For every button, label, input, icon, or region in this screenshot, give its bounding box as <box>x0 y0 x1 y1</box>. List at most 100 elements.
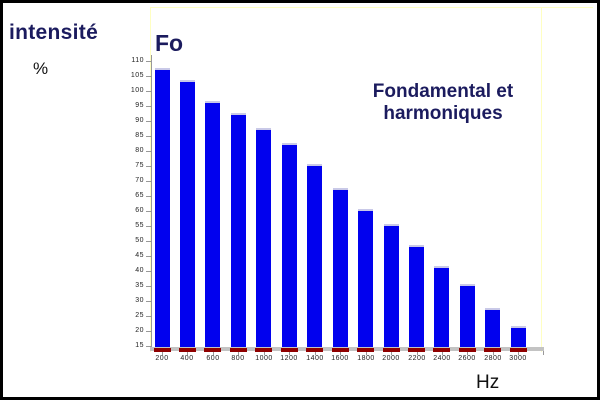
bar-base-mark <box>459 348 476 352</box>
y-axis-tick <box>146 226 152 227</box>
x-axis-end-tick <box>543 351 544 355</box>
bar-1800 <box>358 209 373 347</box>
bar-1000 <box>256 128 271 347</box>
bar-base-mark <box>433 348 450 352</box>
plot-frame-right <box>541 7 542 352</box>
y-tick-label: 40 <box>135 267 144 274</box>
plot-frame-left <box>150 7 151 352</box>
bar-base-mark <box>255 348 272 352</box>
x-axis-tick <box>162 351 163 355</box>
bar-2400 <box>434 266 449 347</box>
x-axis-tick <box>264 351 265 355</box>
x-tick-label: 1600 <box>331 355 349 362</box>
y-axis-tick <box>146 271 152 272</box>
y-tick-label: 65 <box>135 192 144 199</box>
y-tick-label: 90 <box>135 117 144 124</box>
x-axis-tick <box>366 351 367 355</box>
x-tick-label: 800 <box>231 355 245 362</box>
y-axis-tick <box>146 61 152 62</box>
y-tick-label: 25 <box>135 312 144 319</box>
x-tick-label: 2000 <box>382 355 400 362</box>
y-tick-label: 95 <box>135 102 144 109</box>
x-axis-tick <box>493 351 494 355</box>
y-tick-label: 75 <box>135 162 144 169</box>
x-tick-label: 2400 <box>433 355 451 362</box>
y-tick-label: 110 <box>131 57 144 64</box>
y-tick-label: 15 <box>135 342 144 349</box>
x-tick-label: 2200 <box>408 355 426 362</box>
bar-base-mark <box>281 348 298 352</box>
bar-2800 <box>485 308 500 347</box>
y-axis-tick <box>146 121 152 122</box>
x-tick-label: 600 <box>206 355 220 362</box>
y-tick-label: 70 <box>135 177 144 184</box>
y-tick-label: 60 <box>135 207 144 214</box>
y-tick-label: 45 <box>135 252 144 259</box>
x-axis-tick <box>442 351 443 355</box>
bar-2200 <box>409 245 424 347</box>
y-axis-tick <box>146 346 152 347</box>
x-axis-tick <box>391 351 392 355</box>
y-tick-label: 100 <box>130 87 144 94</box>
x-axis-tick <box>238 351 239 355</box>
y-axis-tick <box>146 106 152 107</box>
x-axis-tick <box>417 351 418 355</box>
bar-base-mark <box>179 348 196 352</box>
series-label: Fo <box>155 30 184 56</box>
plot-frame-top <box>150 7 593 8</box>
x-axis-tick <box>518 351 519 355</box>
bar-base-mark <box>408 348 425 352</box>
x-axis-tick <box>467 351 468 355</box>
y-axis-tick <box>146 301 152 302</box>
bar-base-mark <box>357 348 374 352</box>
y-tick-label: 20 <box>135 327 144 334</box>
x-tick-label: 3000 <box>509 355 527 362</box>
x-tick-label: 200 <box>155 355 169 362</box>
bar-2600 <box>460 284 475 347</box>
y-axis-tick <box>146 241 152 242</box>
bar-3000 <box>511 326 526 347</box>
y-axis-tick <box>146 181 152 182</box>
x-tick-label: 2800 <box>484 355 502 362</box>
bar-base-mark <box>383 348 400 352</box>
y-axis-title: intensité <box>9 21 99 44</box>
bar-1400 <box>307 164 322 347</box>
y-axis-line <box>151 55 152 351</box>
y-axis-tick <box>146 76 152 77</box>
y-tick-label: 85 <box>135 132 144 139</box>
x-axis-tick <box>213 351 214 355</box>
y-tick-label: 80 <box>135 147 144 154</box>
x-axis-tick <box>340 351 341 355</box>
x-tick-label: 1800 <box>357 355 375 362</box>
chart-annotation: Fondamental et harmoniques <box>352 81 534 125</box>
bar-base-mark <box>510 348 527 352</box>
x-axis-unit-label: Hz <box>476 372 500 393</box>
x-tick-label: 2600 <box>458 355 476 362</box>
y-axis-tick <box>146 211 152 212</box>
y-axis-unit-label: % <box>33 59 49 78</box>
y-tick-label: 50 <box>135 237 144 244</box>
x-axis-tick <box>315 351 316 355</box>
x-axis-tick <box>289 351 290 355</box>
y-axis-tick <box>146 316 152 317</box>
bar-800 <box>231 113 246 347</box>
y-axis-tick <box>146 91 152 92</box>
bar-base-mark <box>204 348 221 352</box>
y-tick-label: 30 <box>135 297 144 304</box>
y-tick-label: 35 <box>135 282 144 289</box>
bar-1200 <box>282 143 297 347</box>
bar-base-mark <box>154 348 171 352</box>
x-axis-tick <box>187 351 188 355</box>
x-tick-label: 1400 <box>306 355 324 362</box>
y-axis-tick <box>146 286 152 287</box>
bar-base-mark <box>306 348 323 352</box>
bar-200 <box>155 68 170 347</box>
y-axis-tick <box>146 331 152 332</box>
bar-2000 <box>384 224 399 347</box>
bar-base-mark <box>332 348 349 352</box>
bar-600 <box>205 101 220 347</box>
x-tick-label: 400 <box>180 355 194 362</box>
bar-1600 <box>333 188 348 347</box>
bar-400 <box>180 80 195 347</box>
